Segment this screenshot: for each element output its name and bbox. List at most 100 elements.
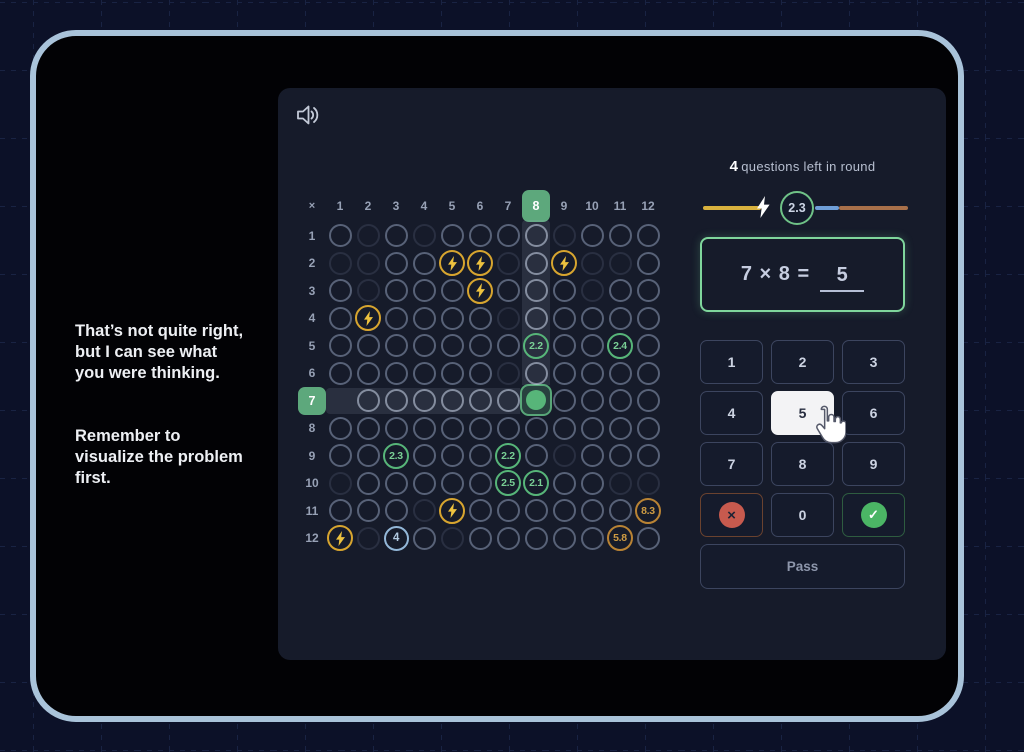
fact-dot: [356, 389, 380, 413]
fact-dot: [552, 361, 576, 385]
mult-grid: × 1 2 3 4 5 6 7 8 9 10 11 12 1 2 3 4 5 2.2 2.4 6 7 8 9 2.3 2.2 10 2…: [298, 190, 662, 552]
fact-dot: [468, 361, 492, 385]
grid-cell-10-11: [606, 470, 634, 498]
fact-dot: [468, 471, 492, 495]
column-header-1: 1: [336, 199, 344, 213]
fact-dot: [580, 251, 604, 275]
lightning-bolt-icon: [439, 497, 465, 524]
fact-dot: [496, 526, 520, 550]
fact-dot: [356, 471, 380, 495]
grid-cell-2-7: [494, 250, 522, 278]
grid-cell-11-7: [494, 497, 522, 525]
grid-cell-11-3: [382, 497, 410, 525]
fact-dot: [552, 471, 576, 495]
fact-dot: [580, 361, 604, 385]
grid-cell-12-7: [494, 525, 522, 553]
key-submit[interactable]: ✓: [842, 493, 905, 537]
fact-dot: [328, 251, 352, 275]
key-4[interactable]: 4: [700, 391, 763, 435]
grid-cell-1-8: [522, 222, 550, 250]
mastery-score-dot: 2.3: [383, 442, 409, 469]
grid-cell-5-12: [634, 332, 662, 360]
grid-cell-9-3: 2.3: [382, 442, 410, 470]
fact-dot: [356, 224, 380, 248]
fact-dot: [384, 471, 408, 495]
fact-dot: [580, 389, 604, 413]
grid-cell-1-1: [326, 222, 354, 250]
fact-dot: [412, 444, 436, 468]
grid-cell-3-1: [326, 277, 354, 305]
progress-segment-orange: [839, 206, 908, 210]
grid-cell-8-11: [606, 415, 634, 443]
fact-dot: [356, 251, 380, 275]
grid-cell-9-11: [606, 442, 634, 470]
fact-dot: [524, 444, 548, 468]
fact-dot: [608, 306, 632, 330]
grid-cell-9-1: [326, 442, 354, 470]
speaker-icon[interactable]: [294, 101, 322, 129]
grid-cell-8-5: [438, 415, 466, 443]
fact-dot: [580, 416, 604, 440]
key-3[interactable]: 3: [842, 340, 905, 384]
mastery-score-dot: 5.8: [607, 525, 633, 552]
pass-button[interactable]: Pass: [700, 544, 905, 589]
coach-paragraph: That’s not quite right, but I can see wh…: [75, 322, 244, 382]
grid-corner-times: ×: [308, 200, 316, 212]
grid-cell-6-3: [382, 360, 410, 388]
grid-cell-6-6: [466, 360, 494, 388]
fact-dot: [356, 334, 380, 358]
key-1[interactable]: 1: [700, 340, 763, 384]
row-header-7: 7: [298, 387, 326, 415]
fact-dot: [636, 306, 660, 330]
lightning-bolt-icon: [327, 525, 353, 552]
grid-cell-7-9: [550, 387, 578, 415]
key-6[interactable]: 6: [842, 391, 905, 435]
key-8[interactable]: 8: [771, 442, 834, 486]
key-0[interactable]: 0: [771, 493, 834, 537]
grid-cell-10-10: [578, 470, 606, 498]
grid-cell-5-11: 2.4: [606, 332, 634, 360]
fact-dot: [384, 279, 408, 303]
coach-paragraph: Remember to visualize the problem first.: [75, 427, 243, 487]
fact-dot: [552, 499, 576, 523]
key-9[interactable]: 9: [842, 442, 905, 486]
grid-cell-6-1: [326, 360, 354, 388]
key-delete[interactable]: ×: [700, 493, 763, 537]
mastery-score-dot: 2.4: [607, 332, 633, 359]
grid-cell-8-6: [466, 415, 494, 443]
fact-dot: [636, 526, 660, 550]
key-2[interactable]: 2: [771, 340, 834, 384]
grid-cell-10-6: [466, 470, 494, 498]
grid-cell-12-8: [522, 525, 550, 553]
grid-cell-9-6: [466, 442, 494, 470]
fact-dot: [608, 251, 632, 275]
fact-dot: [384, 251, 408, 275]
fact-dot: [552, 444, 576, 468]
grid-cell-2-8: [522, 250, 550, 278]
key-5[interactable]: 5: [771, 391, 834, 435]
fact-dot: [440, 416, 464, 440]
grid-cell-5-8: 2.2: [522, 332, 550, 360]
column-header-10: 10: [585, 199, 599, 213]
grid-cell-6-11: [606, 360, 634, 388]
grid-cell-10-5: [438, 470, 466, 498]
column-header-8: 8: [522, 190, 550, 222]
fact-dot: [440, 334, 464, 358]
fact-dot: [636, 361, 660, 385]
fact-dot: [384, 361, 408, 385]
grid-cell-1-4: [410, 222, 438, 250]
grid-cell-2-11: [606, 250, 634, 278]
row-header-5: 5: [308, 338, 316, 353]
lightning-bolt-icon: [467, 277, 493, 304]
grid-cell-11-2: [354, 497, 382, 525]
fact-dot: [524, 279, 548, 303]
grid-cell-8-4: [410, 415, 438, 443]
fact-dot: [580, 224, 604, 248]
grid-cell-7-7: [494, 387, 522, 415]
fact-dot: [608, 499, 632, 523]
fact-dot: [608, 416, 632, 440]
grid-cell-9-12: [634, 442, 662, 470]
numpad: 1 2 3 4 5 6 7 8 9 × 0 ✓: [700, 340, 905, 537]
key-7[interactable]: 7: [700, 442, 763, 486]
grid-cell-2-2: [354, 250, 382, 278]
